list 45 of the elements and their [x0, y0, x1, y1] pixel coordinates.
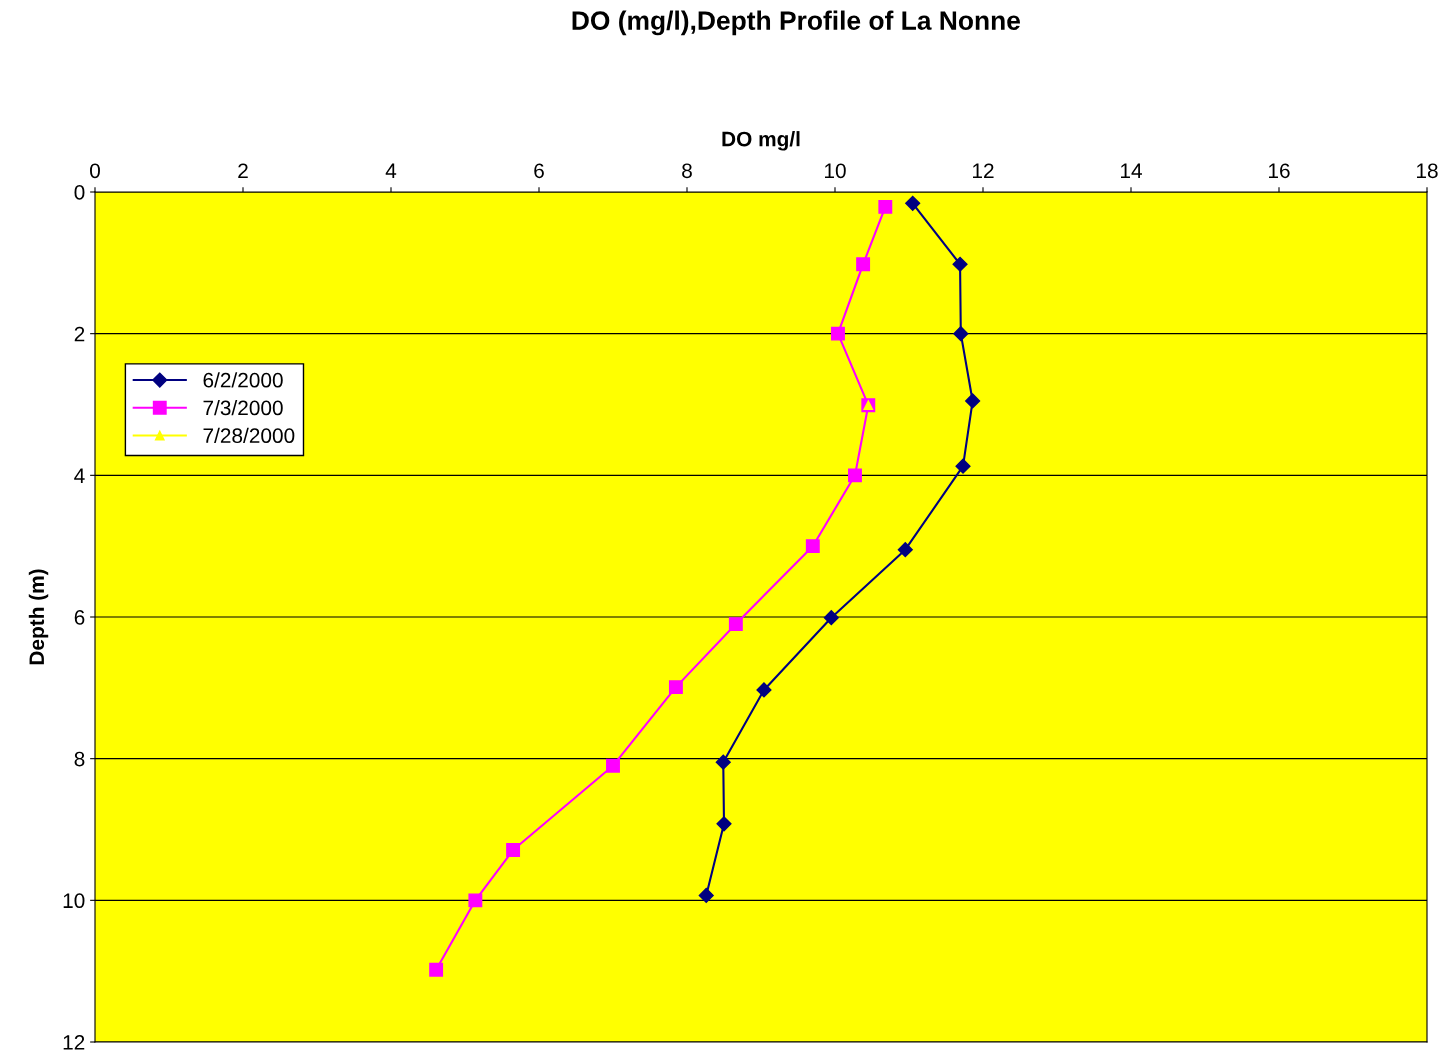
legend-label: 6/2/2000 — [203, 372, 283, 388]
x-tick-label: 10 — [825, 163, 846, 179]
point — [897, 542, 913, 558]
y-axis-title: Depth (m) — [28, 569, 49, 665]
point — [468, 893, 483, 908]
point — [878, 199, 893, 214]
point — [952, 256, 968, 272]
y-tick-label: 6 — [74, 610, 85, 625]
y-tick-label: 12 — [63, 1035, 85, 1050]
point — [965, 393, 981, 409]
y-tick-label: 8 — [74, 751, 85, 767]
point — [698, 887, 714, 903]
legend-label: 7/28/2000 — [203, 427, 295, 444]
point — [831, 326, 845, 341]
point — [905, 195, 921, 211]
x-tick-label: 4 — [385, 163, 397, 178]
point — [953, 326, 969, 342]
point — [715, 754, 731, 770]
x-tick-label: 16 — [1269, 163, 1290, 179]
point — [955, 458, 971, 474]
point — [728, 617, 743, 632]
y-tick-label: 4 — [74, 468, 85, 483]
chart-title: DO (mg/l),Depth Profile of La Nonne — [572, 10, 1020, 36]
point — [823, 610, 839, 626]
point — [668, 680, 683, 695]
y-tick-label: 2 — [74, 326, 85, 342]
point — [856, 257, 871, 272]
point — [606, 758, 620, 773]
point — [506, 843, 521, 857]
point — [429, 962, 444, 977]
x-axis-title: DO mg/l — [722, 131, 800, 151]
x-tick-label: 12 — [973, 163, 994, 178]
legend-label: 7/3/2000 — [203, 400, 283, 416]
x-tick-label: 18 — [1417, 163, 1438, 179]
point — [716, 816, 732, 832]
x-tick-label: 8 — [682, 163, 692, 179]
point — [848, 468, 862, 483]
x-tick-label: 2 — [238, 163, 248, 178]
y-tick-label: 10 — [63, 893, 85, 909]
x-tick-label: 0 — [90, 163, 100, 179]
point — [805, 539, 820, 554]
y-tick-label: 0 — [74, 185, 85, 200]
point — [756, 682, 772, 698]
x-tick-label: 6 — [534, 163, 544, 179]
x-tick-label: 14 — [1121, 163, 1142, 178]
